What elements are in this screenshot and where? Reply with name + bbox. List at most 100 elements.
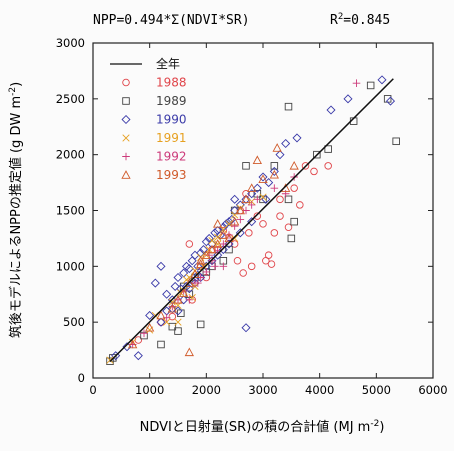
data-point: [264, 251, 273, 259]
data-point: [157, 340, 165, 349]
y-axis-title: 筑後モデルによるNPPの推定値 (g DW m-2): [8, 82, 24, 338]
x-tick-label: 2000: [192, 383, 221, 397]
data-point: [140, 329, 148, 338]
data-point: [252, 155, 262, 164]
data-point: [162, 289, 172, 299]
data-point: [241, 194, 251, 204]
data-point: [292, 133, 302, 143]
legend-marker: [121, 114, 131, 125]
data-point: [177, 309, 185, 317]
data-point: [218, 230, 228, 239]
data-point: [218, 245, 228, 255]
data-point: [242, 206, 250, 215]
x-axis-title: NDVIと日射量(SR)の積の合計値 (MJ m-2): [140, 419, 385, 435]
fit-line-layer: [109, 78, 394, 363]
data-point: [284, 102, 293, 111]
data-point: [201, 250, 211, 259]
data-point: [324, 145, 332, 153]
data-point: [208, 256, 216, 265]
data-point: [245, 229, 253, 237]
data-point: [287, 234, 296, 243]
data-point: [219, 262, 228, 271]
data-point: [253, 195, 262, 204]
data-point: [352, 79, 361, 87]
data-point: [111, 351, 121, 361]
data-point: [213, 219, 223, 228]
x-tick-label: 0: [89, 383, 96, 397]
data-point: [213, 250, 223, 260]
data-point: [198, 245, 209, 255]
data-point: [168, 322, 177, 331]
data-point: [225, 245, 233, 254]
data-point: [235, 205, 245, 215]
data-point: [326, 105, 336, 115]
data-point: [230, 222, 239, 230]
data-point: [106, 356, 114, 364]
data-point: [377, 75, 387, 85]
data-point: [301, 162, 310, 170]
data-point: [196, 255, 206, 265]
x-tick-label: 5000: [362, 383, 391, 397]
data-point: [184, 278, 194, 287]
data-point: [324, 162, 332, 170]
y-tick-label: 0: [78, 371, 85, 385]
data-point: [270, 162, 279, 170]
data-point: [156, 310, 166, 320]
data-point: [343, 94, 353, 104]
data-point: [230, 194, 240, 204]
data-point: [290, 184, 298, 192]
data-point: [313, 150, 321, 159]
legend-label: 1990: [156, 113, 187, 127]
data-point: [242, 189, 250, 198]
data-point: [214, 233, 222, 241]
data-point: [310, 167, 318, 176]
y-tick-label: 3000: [56, 36, 85, 50]
legend-marker: [122, 78, 130, 87]
data-point: [247, 262, 256, 271]
x-tick-label: 1000: [135, 383, 164, 397]
data-point: [270, 229, 279, 237]
data-point: [392, 137, 400, 146]
data-point: [267, 260, 276, 268]
regression-line: [109, 78, 394, 363]
data-point: [235, 228, 245, 238]
data-point: [242, 162, 250, 170]
data-point: [289, 160, 299, 170]
data-point: [215, 230, 226, 240]
data-point: [213, 239, 223, 248]
legend-marker: [121, 170, 131, 179]
data-point: [272, 143, 282, 152]
data-point: [247, 183, 257, 192]
data-point: [230, 240, 239, 248]
data-point: [157, 318, 165, 326]
data-point: [284, 195, 293, 204]
data-points: [106, 75, 400, 366]
data-point: [269, 166, 279, 176]
series-1993: [128, 143, 299, 357]
x-tick-label: 3000: [248, 383, 277, 397]
data-point: [296, 201, 304, 209]
y-tick-label: 1000: [56, 259, 85, 273]
data-point: [385, 96, 396, 106]
data-point: [241, 194, 251, 204]
data-point: [233, 257, 242, 265]
data-point: [196, 320, 205, 329]
legend-label: 1989: [156, 94, 187, 108]
data-point: [193, 261, 203, 271]
data-point: [207, 256, 217, 266]
data-point: [224, 217, 234, 227]
data-point: [128, 339, 138, 349]
legend-label: 1992: [156, 150, 187, 164]
r-squared-label: R2=0.845: [330, 12, 390, 28]
data-point: [284, 223, 293, 231]
data-point: [253, 212, 262, 220]
data-point: [252, 183, 262, 193]
data-point: [211, 262, 219, 271]
y-tick-label: 1500: [56, 204, 85, 218]
data-point: [247, 189, 257, 199]
data-point: [168, 312, 177, 321]
data-point: [230, 216, 240, 226]
data-point: [221, 219, 231, 229]
y-tick-label: 2000: [56, 148, 85, 162]
